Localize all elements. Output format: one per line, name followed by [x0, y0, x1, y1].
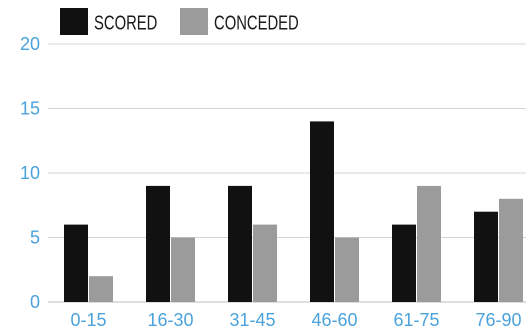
bar-conceded-31-45 — [253, 224, 277, 302]
y-tick-label-10: 10 — [20, 163, 40, 183]
x-tick-label-46-60: 46-60 — [311, 310, 357, 330]
y-tick-label-0: 0 — [30, 292, 40, 312]
x-axis-ticks: 0-15 16-30 31-45 46-60 61-75 76-90 — [70, 310, 521, 330]
bar-scored-46-60 — [310, 121, 334, 303]
x-tick-label-76-90: 76-90 — [475, 310, 521, 330]
legend-label-conceded: CONCEDED — [214, 11, 299, 34]
bar-scored-76-90 — [474, 211, 498, 302]
bar-conceded-76-90 — [499, 198, 523, 302]
bar-scored-0-15 — [64, 224, 88, 302]
y-tick-label-20: 20 — [20, 34, 40, 54]
bar-conceded-0-15 — [89, 276, 113, 302]
x-tick-label-61-75: 61-75 — [393, 310, 439, 330]
y-axis-ticks: 0 5 10 15 20 — [20, 34, 40, 312]
x-tick-label-31-45: 31-45 — [229, 310, 275, 330]
bar-scored-61-75 — [392, 224, 416, 302]
y-tick-label-5: 5 — [30, 228, 40, 248]
y-tick-label-15: 15 — [20, 99, 40, 119]
grid-lines — [48, 43, 526, 303]
bar-conceded-46-60 — [335, 237, 359, 302]
x-tick-label-16-30: 16-30 — [147, 310, 193, 330]
bar-scored-16-30 — [146, 185, 170, 302]
legend: SCORED CONCEDED — [60, 8, 299, 35]
bars — [64, 121, 523, 303]
x-tick-label-0-15: 0-15 — [70, 310, 106, 330]
bar-conceded-16-30 — [171, 237, 195, 302]
bar-conceded-61-75 — [417, 185, 441, 302]
legend-swatch-conceded — [180, 8, 208, 35]
legend-swatch-scored — [60, 8, 88, 35]
legend-label-scored: SCORED — [94, 11, 157, 34]
bar-scored-31-45 — [228, 185, 252, 302]
